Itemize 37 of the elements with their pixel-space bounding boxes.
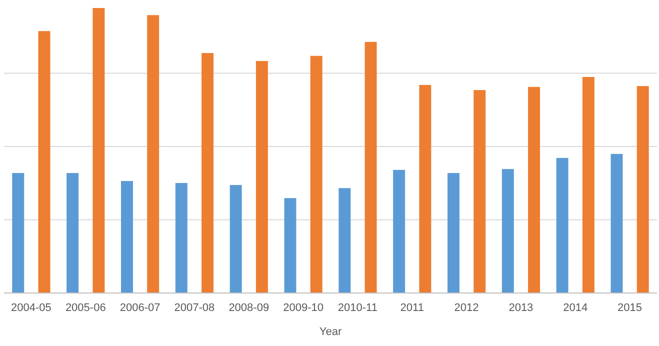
bar	[256, 61, 268, 293]
x-tick-label: 2010-11	[338, 302, 378, 314]
x-tick-label: 2015	[618, 302, 642, 314]
x-tick-label: 2012	[454, 302, 479, 314]
bar	[92, 8, 105, 293]
x-tick-label: 2008-09	[228, 302, 270, 314]
bar	[447, 173, 460, 293]
bar	[66, 173, 79, 293]
x-tick-label: 2005-06	[65, 302, 106, 314]
bar	[310, 56, 322, 293]
bar	[582, 76, 594, 293]
x-tick-label: 2006-07	[120, 302, 160, 314]
bar	[338, 188, 351, 293]
bar	[556, 158, 568, 293]
bar	[284, 198, 296, 293]
bar	[202, 53, 214, 293]
bar	[528, 86, 540, 293]
bar	[636, 86, 649, 293]
bar	[147, 15, 160, 293]
bar	[502, 169, 514, 293]
x-tick-label: 2007-08	[174, 302, 215, 314]
bar	[12, 173, 24, 293]
bar	[393, 170, 406, 293]
x-tick-label: 2014	[563, 302, 588, 314]
x-tick-label: 2004-05	[11, 302, 52, 314]
bar	[364, 42, 377, 293]
bar	[38, 31, 50, 293]
bar	[474, 90, 486, 293]
bar	[230, 184, 242, 293]
x-tick-label: 2011	[400, 302, 424, 314]
bar	[610, 154, 623, 293]
x-tick-label: 2013	[508, 302, 534, 314]
x-tick-label: 2009-10	[283, 302, 324, 314]
x-axis-title: Year	[319, 326, 342, 338]
bar	[120, 180, 133, 293]
bar	[175, 182, 188, 293]
bar	[419, 84, 432, 293]
